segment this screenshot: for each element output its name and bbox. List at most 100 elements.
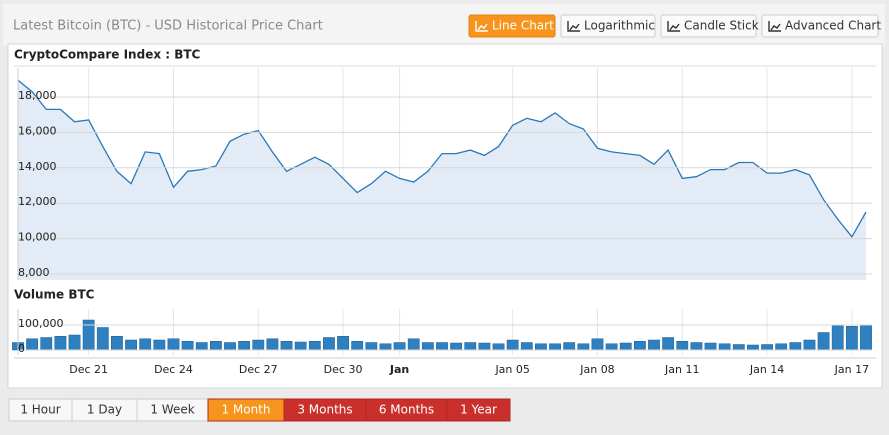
volume-bar: [676, 341, 689, 351]
range-button[interactable]: 1 Hour: [8, 398, 73, 422]
x-tick-label: Jan 08: [579, 363, 614, 376]
volume-bar: [252, 339, 265, 351]
volume-bar: [450, 342, 463, 351]
y-tick-label: 12,000: [18, 195, 57, 208]
y-tick-label: 18,000: [18, 89, 57, 102]
x-tick-label: Jan: [389, 363, 409, 376]
volume-bar: [605, 343, 618, 351]
range-button[interactable]: 6 Months: [365, 398, 448, 422]
volume-bar: [648, 339, 660, 351]
volume-bar: [761, 344, 773, 351]
volume-bar: [167, 338, 180, 351]
y-tick-label: 0: [18, 342, 25, 355]
x-tick-label: Jan 11: [664, 363, 699, 376]
range-button[interactable]: 1 Day: [71, 398, 138, 422]
plots: 8,000 10,000 12,000 14,000 16,000 18,000 0 100,…: [12, 68, 876, 376]
volume-bar: [209, 341, 222, 351]
button-bg: [761, 14, 879, 38]
volume-bar: [563, 342, 576, 351]
x-tick-label: Dec 27: [239, 363, 278, 376]
volume-bar: [96, 327, 109, 351]
range-button[interactable]: 1 Week: [136, 398, 209, 422]
button-label: Logarithmic: [584, 19, 655, 33]
volume-bar: [690, 342, 703, 351]
volume-bar: [464, 342, 477, 351]
button-icon: [567, 21, 580, 32]
y-tick-label: 8,000: [18, 266, 50, 279]
x-tick-label: Jan 17: [834, 363, 869, 376]
volume-bar: [407, 338, 420, 351]
button-icon: [667, 21, 680, 32]
volume-bar: [704, 342, 717, 351]
button-label: 6 Months: [379, 403, 434, 417]
volume-bar: [266, 338, 279, 351]
volume-bar: [365, 342, 378, 351]
chart-title: Volume BTC: [14, 288, 95, 302]
volume-bar: [831, 324, 844, 351]
volume-bar: [111, 336, 123, 351]
button-icon: [475, 21, 488, 32]
volume-bar: [506, 339, 519, 351]
volume-bar: [478, 342, 491, 351]
x-tick-label: Dec 30: [324, 363, 363, 376]
chart-mode-button[interactable]: Line Chart: [468, 14, 556, 38]
volume-bar: [492, 343, 505, 351]
volume-bar: [591, 338, 604, 351]
volume-bar: [775, 343, 788, 351]
volume-bar: [860, 324, 872, 351]
volume-bar: [577, 343, 590, 351]
volume-bar: [26, 338, 39, 351]
x-tick-label: Dec 21: [69, 363, 108, 376]
button-bg: [446, 398, 511, 422]
y-tick-label: 100,000: [18, 317, 64, 330]
volume-bar: [732, 344, 745, 351]
price-line: [17, 79, 867, 238]
chart-mode-button[interactable]: Advanced Chart: [761, 14, 881, 38]
volume-bar: [280, 341, 293, 351]
button-label: Line Chart: [492, 19, 554, 33]
volume-bar: [308, 341, 321, 351]
volume-bar: [351, 341, 364, 351]
button-bg: [560, 14, 656, 38]
button-label: 1 Year: [460, 403, 497, 417]
range-button[interactable]: 1 Year: [446, 398, 511, 422]
volume-bar: [195, 342, 208, 351]
volume-bar: [238, 341, 251, 351]
x-tick-label: Jan 05: [494, 363, 529, 376]
y-tick-label: 14,000: [18, 160, 57, 173]
volume-bar: [817, 332, 830, 351]
button-bg: [468, 14, 556, 38]
volume-bar: [323, 337, 335, 351]
volume-bar: [54, 336, 67, 351]
volume-bar: [520, 342, 533, 351]
range-button[interactable]: 1 Month: [207, 398, 285, 422]
volume-bar: [789, 342, 802, 351]
chart-title: CryptoCompare Index : BTC: [14, 48, 201, 62]
volume-bar: [436, 342, 448, 351]
range-button[interactable]: 3 Months: [283, 398, 367, 422]
volume-bar: [68, 334, 81, 351]
volume-bar: [549, 343, 561, 351]
x-tick-label: Dec 24: [154, 363, 193, 376]
volume-bar: [224, 342, 236, 351]
chart-mode-button[interactable]: Logarithmic: [560, 14, 656, 38]
volume-bar: [181, 341, 194, 351]
volume-bar: [40, 337, 53, 351]
volume-bar: [747, 344, 759, 351]
volume-bar: [633, 341, 646, 351]
volume-bar: [662, 337, 675, 351]
button-label: Advanced Chart: [785, 19, 881, 33]
volume-bar: [337, 336, 349, 351]
volume-bar: [718, 343, 731, 351]
button-label: 1 Day: [87, 403, 122, 417]
button-bg: [660, 14, 757, 38]
button-label: 1 Month: [221, 403, 270, 417]
button-label: 3 Months: [297, 403, 352, 417]
y-tick-label: 16,000: [18, 124, 57, 137]
volume-bar: [421, 342, 434, 351]
button-label: 1 Hour: [20, 403, 60, 417]
volume-bar: [139, 338, 152, 351]
volume-bar: [153, 339, 166, 351]
chart-mode-button[interactable]: Candle Stick: [660, 14, 759, 38]
